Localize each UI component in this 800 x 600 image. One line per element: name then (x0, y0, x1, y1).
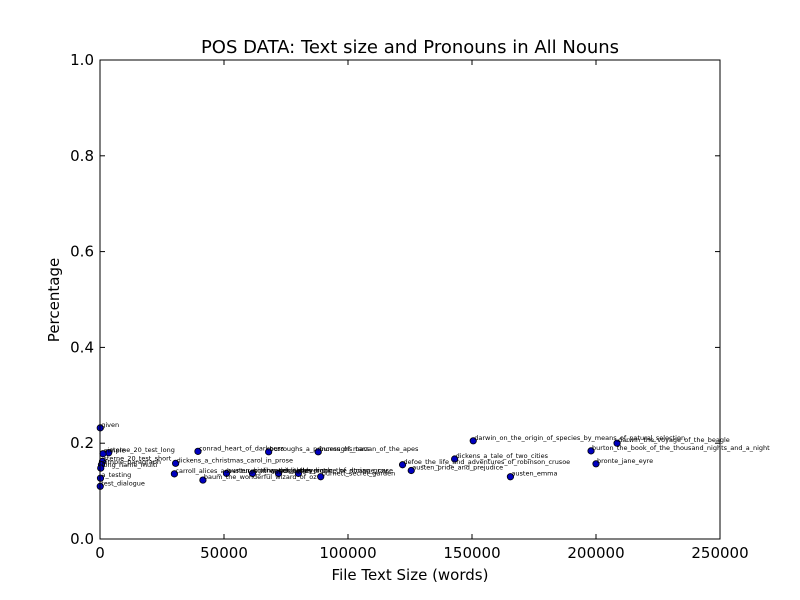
y-tick-label: 0.8 (70, 147, 94, 165)
point-label: simple_paragraph (102, 458, 161, 466)
point-label: burton_the_book_of_the_thousand_nights_a… (592, 444, 770, 452)
point-label: darwin_the_voyage_of_the_beagle (618, 436, 730, 444)
x-tick-label: 100000 (319, 544, 376, 562)
x-tick-label: 0 (95, 544, 105, 562)
scatter-point (222, 469, 231, 477)
point-label: a_testing (101, 471, 131, 479)
scatter-point (248, 469, 257, 477)
scatter-point (398, 461, 407, 469)
point-label: stevenson_the_strange_case (299, 466, 393, 474)
plot-frame (99, 59, 721, 540)
point-label: dickens_a_christmas_carol_in_prose (177, 456, 293, 464)
x-axis-label: File Text Size (words) (332, 566, 489, 584)
point-label: defoe_the_life_and_adventures_of_robinso… (404, 458, 571, 466)
point-label: given (101, 421, 119, 429)
chart-title: POS DATA: Text size and Pronouns in All … (201, 37, 619, 58)
point-label: long_name_multi (102, 461, 158, 469)
point-labels: given sterne_20_test_longsimplesterne_20_… (101, 421, 770, 487)
point-label: test_dialogue (101, 479, 145, 487)
scatter-point (317, 473, 325, 481)
x-tick-label: 200000 (567, 544, 624, 562)
point-label: burnett_secret_garden (322, 470, 395, 478)
point-label: sterne_20_test_short (103, 454, 171, 462)
y-tick-label: 0.2 (70, 434, 94, 452)
x-tick-label: 250000 (691, 544, 748, 562)
y-tick-label: 0.4 (70, 338, 94, 356)
scatter-point (314, 448, 322, 456)
scatter-point (506, 473, 515, 481)
y-tick-label: 0.6 (70, 243, 94, 261)
scatter-point (613, 439, 621, 447)
point-label: austen_northanger_abbey (227, 466, 312, 474)
point-label: burroughs_a_princess_of_mars (270, 445, 370, 453)
axis-ticks: 0 50000 100000 150000 200000 250000 0.0 0.2 0.4 0… (70, 51, 748, 562)
point-label: darwin_on_the_origin_of_species_by_means… (474, 434, 685, 442)
point-label: baum_the_wonderful_wizard_of_oz (204, 473, 317, 481)
point-label: simple (104, 447, 125, 455)
scatter-point (265, 448, 273, 456)
y-tick-label: 0.0 (70, 530, 94, 548)
scatter-point (97, 464, 105, 472)
y-tick-label: 1.0 (70, 51, 94, 69)
scatter-point (294, 469, 302, 477)
x-tick-label: 50000 (200, 544, 248, 562)
point-label: sterne_20_test_long (110, 446, 175, 454)
scatter-point (172, 459, 180, 467)
data-points (96, 424, 621, 490)
point-label: bronte_jane_eyre (597, 457, 653, 465)
scatter-point (170, 470, 178, 478)
scatter-point (451, 455, 459, 463)
point-label: carroll_alices_adventures_in_wonderland (175, 467, 308, 475)
point-label: burroughs_tarzan_of_the_apes (319, 445, 419, 453)
point-label: austen_pride_and_prejudice (412, 464, 503, 472)
scatter-point (274, 469, 283, 477)
scatter-point (407, 466, 415, 475)
point-label: wilde_the_picture_of_dorian_gray (280, 466, 388, 474)
x-tick-label: 150000 (443, 544, 500, 562)
scatter-point (587, 447, 595, 455)
scatter-point (592, 460, 600, 468)
point-label: dickens_a_tale_of_two_cities (456, 452, 549, 460)
scatter-point (469, 437, 477, 445)
scatter-point (199, 476, 207, 484)
point-label: conrad_heart_of_darkness (199, 444, 285, 452)
point-label: kipling_the_jungle_book (254, 466, 332, 474)
point-label: austen_emma (511, 470, 557, 478)
scatter-point (194, 447, 202, 455)
y-axis-label: Percentage (45, 258, 63, 342)
